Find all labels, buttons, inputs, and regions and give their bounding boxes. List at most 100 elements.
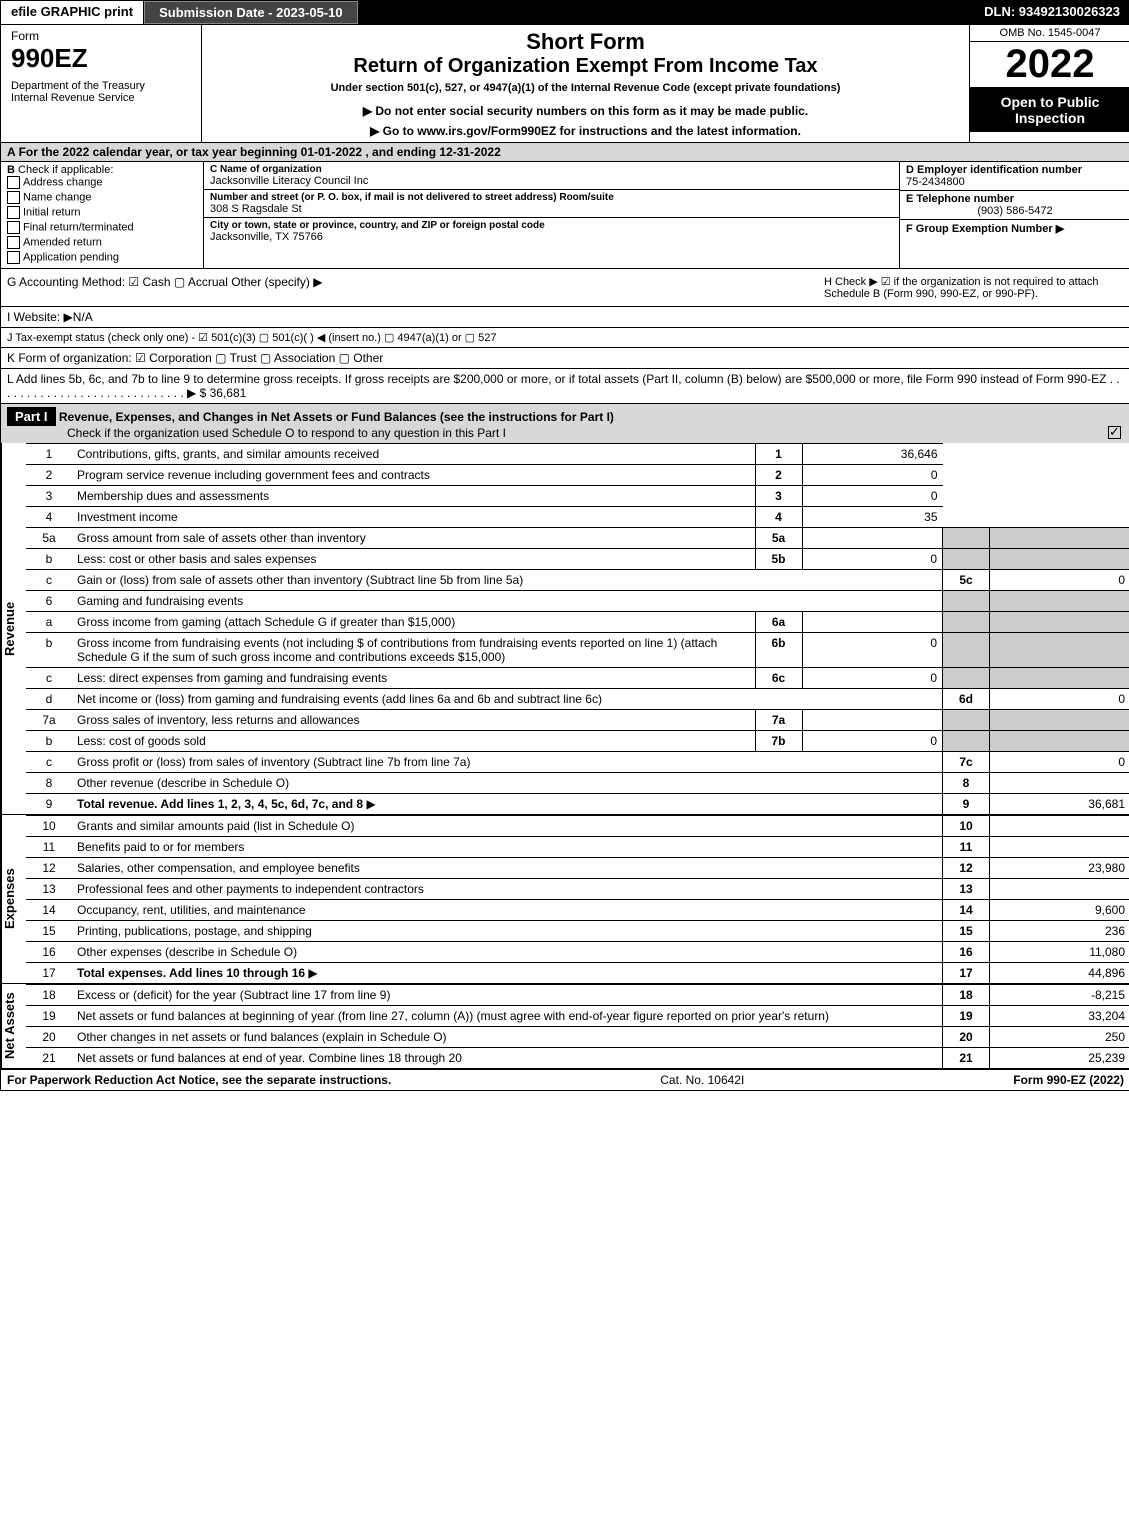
line-a: A For the 2022 calendar year, or tax yea… [1, 142, 1129, 161]
netassets-section: Net Assets 18Excess or (deficit) for the… [1, 983, 1129, 1068]
line-3: Membership dues and assessments [72, 486, 755, 507]
amt-10 [990, 816, 1129, 837]
netassets-table: 18Excess or (deficit) for the year (Subt… [26, 984, 1129, 1068]
chk-name-change[interactable] [7, 191, 20, 204]
line-7c: Gross profit or (loss) from sales of inv… [72, 752, 943, 773]
line-6b: Gross income from fundraising events (no… [72, 633, 755, 668]
page-container: efile GRAPHIC print Submission Date - 20… [0, 0, 1129, 1091]
b-item-1: Name change [23, 191, 92, 203]
footer-cat-no: Cat. No. 10642I [660, 1073, 744, 1087]
footer-left: For Paperwork Reduction Act Notice, see … [7, 1073, 391, 1087]
col-c-name-address: C Name of organizationJacksonville Liter… [204, 162, 900, 268]
c-street-label: Number and street (or P. O. box, if mail… [210, 192, 893, 203]
ssn-warning: ▶ Do not enter social security numbers o… [212, 104, 959, 118]
b-item-2: Initial return [23, 206, 80, 218]
col-d-e-f: D Employer identification number75-24348… [900, 162, 1129, 268]
line-4: Investment income [72, 507, 755, 528]
line-l: L Add lines 5b, 6c, and 7b to line 9 to … [1, 368, 1129, 403]
b-item-4: Amended return [23, 236, 102, 248]
form-word: Form [11, 29, 191, 43]
b-item-3: Final return/terminated [23, 221, 134, 233]
line-i: I Website: ▶N/A [1, 306, 1129, 327]
revenue-section: Revenue 1Contributions, gifts, grants, a… [1, 443, 1129, 814]
line-6: Gaming and fundraising events [72, 591, 943, 612]
line-5b: Less: cost or other basis and sales expe… [72, 549, 755, 570]
omb-number: OMB No. 1545-0047 [970, 25, 1129, 42]
amt-21: 25,239 [990, 1048, 1129, 1069]
amt-3: 0 [802, 486, 943, 507]
amt-12: 23,980 [990, 858, 1129, 879]
chk-final-return[interactable] [7, 221, 20, 234]
line-g-h: G Accounting Method: ☑ Cash ▢ Accrual Ot… [1, 268, 1129, 306]
amt-2: 0 [802, 465, 943, 486]
b-item-0: Address change [23, 176, 103, 188]
top-bar: efile GRAPHIC print Submission Date - 20… [1, 1, 1129, 24]
amt-15: 236 [990, 921, 1129, 942]
line-9: Total revenue. Add lines 1, 2, 3, 4, 5c,… [72, 794, 943, 815]
line-18: Excess or (deficit) for the year (Subtra… [72, 985, 943, 1006]
col-b-checkboxes: B Check if applicable: Address change Na… [1, 162, 204, 268]
phone-value: (903) 586-5472 [906, 205, 1124, 217]
form-number: 990EZ [11, 43, 191, 74]
amt-11 [990, 837, 1129, 858]
b-item-5: Application pending [23, 251, 119, 263]
short-form-title: Short Form [212, 29, 959, 55]
e-label: E Telephone number [906, 193, 1014, 205]
line-8: Other revenue (describe in Schedule O) [72, 773, 943, 794]
org-city: Jacksonville, TX 75766 [210, 231, 893, 243]
goto-link[interactable]: ▶ Go to www.irs.gov/Form990EZ for instru… [212, 124, 959, 138]
part-i-sub: Check if the organization used Schedule … [67, 426, 506, 440]
dln-label: DLN: 93492130026323 [974, 1, 1129, 24]
footer-form-ref: Form 990-EZ (2022) [1013, 1073, 1124, 1087]
b-label: Check if applicable: [18, 164, 113, 176]
netassets-side-label: Net Assets [1, 984, 26, 1068]
section-b-to-f: B Check if applicable: Address change Na… [1, 161, 1129, 268]
revenue-side-label: Revenue [1, 443, 26, 814]
department-label: Department of the Treasury Internal Reve… [11, 80, 191, 104]
c-city-label: City or town, state or province, country… [210, 220, 893, 231]
line-11: Benefits paid to or for members [72, 837, 943, 858]
expenses-table: 10Grants and similar amounts paid (list … [26, 815, 1129, 983]
amt-9: 36,681 [990, 794, 1129, 815]
org-street: 308 S Ragsdale St [210, 203, 893, 215]
amt-8 [990, 773, 1129, 794]
amt-1: 36,646 [802, 444, 943, 465]
line-7b: Less: cost of goods sold [72, 731, 755, 752]
expenses-section: Expenses 10Grants and similar amounts pa… [1, 814, 1129, 983]
c-name-label: C Name of organization [210, 164, 893, 175]
ein-value: 75-2434800 [906, 176, 965, 188]
chk-schedule-o[interactable] [1108, 426, 1121, 439]
tax-year: 2022 [970, 42, 1129, 88]
line-21: Net assets or fund balances at end of ye… [72, 1048, 943, 1069]
amt-7c: 0 [990, 752, 1129, 773]
chk-app-pending[interactable] [7, 251, 20, 264]
line-2: Program service revenue including govern… [72, 465, 755, 486]
expenses-side-label: Expenses [1, 815, 26, 983]
line-1: Contributions, gifts, grants, and simila… [72, 444, 755, 465]
amt-16: 11,080 [990, 942, 1129, 963]
part-i-title: Revenue, Expenses, and Changes in Net As… [59, 410, 614, 424]
line-5a: Gross amount from sale of assets other t… [72, 528, 755, 549]
line-j: J Tax-exempt status (check only one) - ☑… [1, 327, 1129, 347]
amt-14: 9,600 [990, 900, 1129, 921]
org-name: Jacksonville Literacy Council Inc [210, 175, 893, 187]
line-g: G Accounting Method: ☑ Cash ▢ Accrual Ot… [1, 269, 818, 306]
amt-5c: 0 [990, 570, 1129, 591]
line-6c: Less: direct expenses from gaming and fu… [72, 668, 755, 689]
efile-print-button[interactable]: efile GRAPHIC print [1, 1, 144, 24]
amt-13 [990, 879, 1129, 900]
line-k: K Form of organization: ☑ Corporation ▢ … [1, 347, 1129, 368]
line-6d: Net income or (loss) from gaming and fun… [72, 689, 943, 710]
line-h: H Check ▶ ☑ if the organization is not r… [818, 269, 1129, 306]
line-15: Printing, publications, postage, and shi… [72, 921, 943, 942]
amt-20: 250 [990, 1027, 1129, 1048]
d-label: D Employer identification number [906, 164, 1082, 176]
line-19: Net assets or fund balances at beginning… [72, 1006, 943, 1027]
line-14: Occupancy, rent, utilities, and maintena… [72, 900, 943, 921]
line-5c: Gain or (loss) from sale of assets other… [72, 570, 943, 591]
amt-6d: 0 [990, 689, 1129, 710]
chk-amended[interactable] [7, 236, 20, 249]
chk-address-change[interactable] [7, 176, 20, 189]
chk-initial-return[interactable] [7, 206, 20, 219]
part-i-header-row: Part I Revenue, Expenses, and Changes in… [1, 403, 1129, 443]
